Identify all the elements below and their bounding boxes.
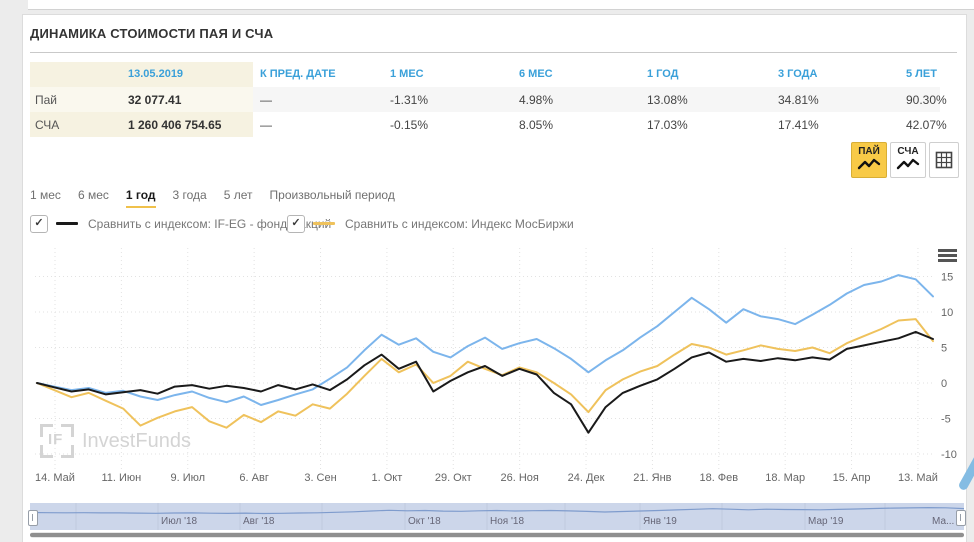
table-row-stripe-beige [30, 87, 253, 112]
compare-ifeg-label: Сравнить с индексом: IF-EG - фонды акций [88, 217, 332, 231]
tab-custom-period[interactable]: Произвольный период [269, 188, 395, 202]
scha-view-label: СЧА [897, 146, 919, 157]
main-chart: 14. Май 11. Июн 9. Июл 6. Авг 3. Сен 1. Окт 29… [35, 248, 957, 484]
col-header-3y[interactable]: 3 ГОДА [778, 68, 818, 80]
pai-prev: — [260, 93, 272, 107]
line-chart-icon [896, 158, 920, 170]
scha-view-button[interactable]: СЧА [890, 142, 926, 178]
scha-1m: -0.15% [390, 118, 429, 132]
tab-6m[interactable]: 6 мес [77, 188, 109, 202]
chart-menu-icon[interactable] [938, 249, 957, 262]
col-header-5y[interactable]: 5 ЛЕТ [906, 68, 937, 80]
nav-label: Мар '19 [808, 516, 844, 527]
col-header-1y[interactable]: 1 ГОД [647, 68, 679, 80]
investfunds-logo-icon: IF [40, 424, 74, 458]
title-divider [30, 52, 957, 53]
scha-5y: 42.07% [906, 118, 947, 132]
navigator-right-handle[interactable] [956, 510, 966, 526]
navigator-left-handle[interactable] [28, 510, 38, 526]
grid-icon [935, 151, 953, 169]
svg-text:15. Апр: 15. Апр [833, 472, 871, 484]
tab-5y[interactable]: 5 лет [223, 188, 253, 202]
scha-1y: 17.03% [647, 118, 688, 132]
watermark-text: InvestFunds [82, 429, 191, 452]
svg-text:18. Мар: 18. Мар [765, 472, 805, 484]
compare-moex-label: Сравнить с индексом: Индекс МосБиржи [345, 217, 574, 231]
pai-3y: 34.81% [778, 93, 819, 107]
pai-1y: 13.08% [647, 93, 688, 107]
table-row-stripe [253, 87, 940, 112]
investfunds-watermark: IF InvestFunds [40, 424, 191, 458]
nav-label: Янв '19 [643, 516, 677, 527]
chart-navigator[interactable]: Июл '18 Авг '18 Окт '18 Ноя '18 Янв '19 … [30, 503, 964, 530]
row-label-pai: Пай [35, 93, 58, 107]
scha-prev: — [260, 118, 272, 132]
svg-text:10: 10 [941, 307, 953, 319]
moex-line-swatch [313, 222, 335, 225]
scha-value: 1 260 406 754.65 [128, 118, 222, 132]
svg-text:1. Окт: 1. Окт [372, 472, 403, 484]
pai-6m: 4.98% [519, 93, 554, 107]
svg-text:-5: -5 [941, 414, 951, 426]
nav-label: Окт '18 [408, 516, 441, 527]
svg-text:9. Июл: 9. Июл [170, 472, 205, 484]
nav-label: Авг '18 [243, 516, 275, 527]
col-header-prev-date[interactable]: К ПРЕД. ДАТЕ [260, 68, 336, 80]
svg-text:24. Дек: 24. Дек [568, 472, 605, 484]
svg-text:6. Авг: 6. Авг [239, 472, 268, 484]
pai-view-button[interactable]: ПАЙ [851, 142, 887, 178]
compare-ifeg-checkbox[interactable]: ✓ [30, 215, 48, 233]
svg-text:15: 15 [941, 272, 953, 284]
col-header-date[interactable]: 13.05.2019 [128, 68, 184, 80]
ifeg-line-swatch [56, 222, 78, 225]
pai-value: 32 077.41 [128, 93, 182, 107]
tab-3y[interactable]: 3 года [172, 188, 207, 202]
svg-text:3. Сен: 3. Сен [304, 472, 336, 484]
svg-text:11. Июн: 11. Июн [101, 472, 141, 484]
tab-1m[interactable]: 1 мес [30, 188, 61, 202]
pai-view-label: ПАЙ [858, 146, 880, 157]
previous-card-edge [28, 0, 974, 10]
row-label-scha: СЧА [35, 118, 60, 132]
svg-text:0: 0 [941, 378, 947, 390]
svg-text:14. Май: 14. Май [35, 472, 75, 484]
nav-label: Ноя '18 [490, 516, 525, 527]
period-tabs: 1 мес 6 мес 1 год 3 года 5 лет Произволь… [30, 188, 395, 208]
svg-text:5: 5 [941, 343, 947, 355]
svg-text:26. Ноя: 26. Ноя [500, 472, 538, 484]
scha-3y: 17.41% [778, 118, 819, 132]
svg-text:-10: -10 [941, 449, 957, 461]
col-header-1m[interactable]: 1 МЕС [390, 68, 424, 80]
scha-6m: 8.05% [519, 118, 554, 132]
table-view-button[interactable] [929, 142, 959, 178]
svg-text:29. Окт: 29. Окт [435, 472, 472, 484]
nav-label: Июл '18 [161, 516, 198, 527]
svg-text:13. Май: 13. Май [898, 472, 938, 484]
pai-5y: 90.30% [906, 93, 947, 107]
svg-text:18. Фев: 18. Фев [699, 472, 738, 484]
line-chart-icon [857, 158, 881, 170]
nav-label: Ма... [932, 516, 955, 527]
page-title: ДИНАМИКА СТОИМОСТИ ПАЯ И СЧА [30, 26, 274, 41]
scrollbar-thumb[interactable] [30, 533, 964, 537]
compare-moex-checkbox[interactable]: ✓ [287, 215, 305, 233]
col-header-6m[interactable]: 6 МЕС [519, 68, 553, 80]
pai-1m: -1.31% [390, 93, 429, 107]
chart-scrollbar[interactable] [30, 532, 964, 538]
table-date-column-bg [30, 62, 253, 137]
navigator-preview [30, 503, 964, 530]
tab-1y[interactable]: 1 год [125, 188, 156, 208]
svg-text:21. Янв: 21. Янв [633, 472, 671, 484]
